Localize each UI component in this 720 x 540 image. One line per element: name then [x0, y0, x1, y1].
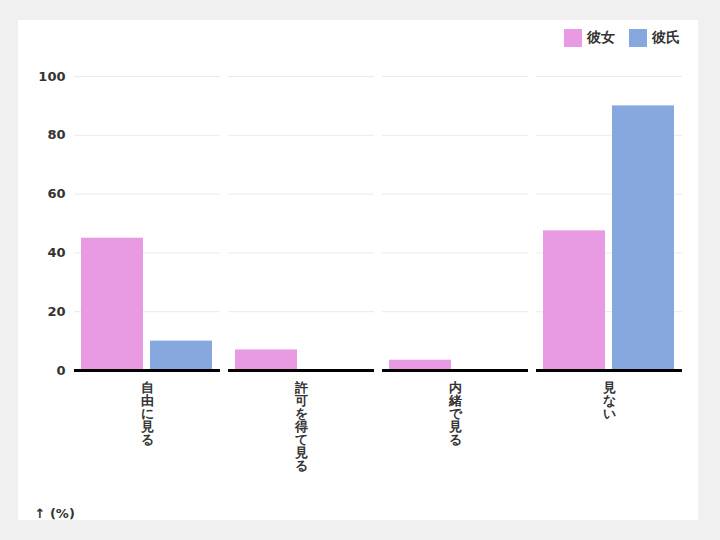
svg-text:60: 60 — [47, 186, 65, 201]
html-text:彼氏: 彼氏 — [652, 29, 680, 45]
svg-text:見ない: 見ない — [602, 380, 616, 421]
svg-text:80: 80 — [47, 127, 65, 142]
html-text:彼女: 彼女 — [587, 29, 615, 45]
svg-text:100: 100 — [38, 69, 65, 84]
svg-text:内緒で見る: 内緒で見る — [448, 380, 463, 447]
svg-text:自由に見る: 自由に見る — [140, 380, 154, 447]
svg-text:20: 20 — [47, 304, 65, 319]
svg-text:0: 0 — [56, 363, 65, 378]
svg-text:40: 40 — [47, 245, 65, 260]
svg-text:↑ (%): ↑ (%) — [35, 506, 75, 521]
svg-text:許可を得て見る: 許可を得て見る — [294, 380, 308, 473]
